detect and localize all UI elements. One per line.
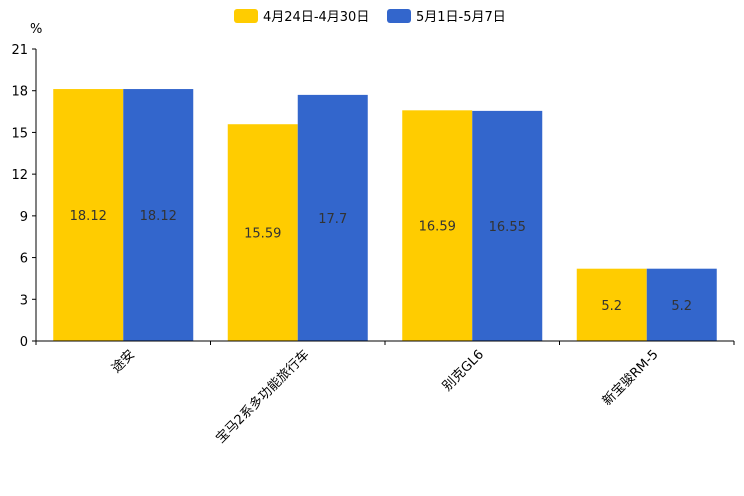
legend-entry: 4月24日-4月30日 — [263, 10, 369, 25]
x-axis: 途安 宝马2系多功能旅行车 别克GL6 新宝骏RM-5 — [35, 340, 735, 447]
bar — [472, 110, 543, 341]
legend-entry: 5月1日-5月7日 — [416, 10, 506, 25]
data-label: 16.59 — [419, 220, 456, 235]
x-tick-label: 途安 — [108, 347, 138, 377]
data-label: 17.7 — [318, 212, 347, 227]
y-tick-label: 15 — [11, 126, 28, 141]
bar — [646, 268, 717, 341]
legend-swatch — [387, 9, 411, 23]
data-label: 18.12 — [70, 209, 107, 224]
data-label: 5.2 — [671, 299, 692, 314]
y-tick-label: 3 — [20, 293, 28, 308]
y-tick-label: 9 — [20, 210, 28, 225]
data-label: 15.59 — [244, 227, 281, 242]
y-tick-label: 0 — [20, 335, 28, 350]
y-axis-label: % — [30, 22, 42, 37]
bar — [297, 94, 368, 341]
bars: 18.12 18.12 15.59 17.7 16.59 16.55 5.2 5.2 — [53, 89, 717, 341]
x-tick-label: 宝马2系多功能旅行车 — [213, 347, 313, 447]
legend-swatch — [234, 9, 258, 23]
y-tick-label: 18 — [11, 85, 28, 100]
bar — [123, 89, 194, 341]
y-tick-label: 12 — [11, 168, 28, 183]
x-tick-label: 新宝骏RM-5 — [599, 347, 661, 409]
bar — [402, 110, 473, 341]
bar — [227, 124, 298, 341]
y-axis: 0 3 6 9 12 15 18 21 — [11, 43, 37, 350]
legend: 4月24日-4月30日 5月1日-5月7日 — [234, 9, 506, 25]
bar — [576, 268, 647, 341]
y-tick-label: 21 — [11, 43, 28, 58]
x-tick-label: 别克GL6 — [440, 347, 487, 394]
bar — [53, 89, 124, 341]
data-label: 16.55 — [489, 220, 526, 235]
y-tick-label: 6 — [20, 252, 28, 267]
data-label: 5.2 — [601, 299, 622, 314]
data-label: 18.12 — [140, 209, 177, 224]
